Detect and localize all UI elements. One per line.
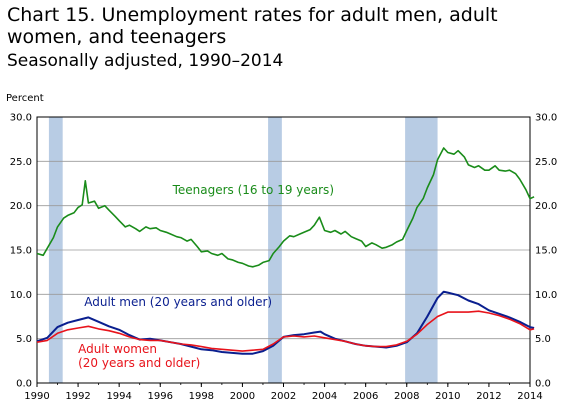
x-tick-label: 2014 xyxy=(517,391,542,402)
x-tick-label: 2004 xyxy=(312,391,337,402)
x-tick-label: 1992 xyxy=(65,391,90,402)
x-tick-label: 2002 xyxy=(271,391,296,402)
y-tick-label-right: 10.0 xyxy=(535,290,557,301)
x-tick-label: 2006 xyxy=(353,391,378,402)
y-tick-label-right: 30.0 xyxy=(535,113,557,124)
y-tick-label: 20.0 xyxy=(10,201,32,212)
x-tick-label: 2008 xyxy=(394,391,419,402)
series-label-2-line2: (20 years and older) xyxy=(78,356,200,370)
y-tick-label: 0.0 xyxy=(16,379,32,390)
y-tick-label-right: 5.0 xyxy=(535,334,551,345)
series-line-1 xyxy=(36,290,535,355)
plot-frame xyxy=(36,116,531,384)
y-tick-label-right: 15.0 xyxy=(535,246,557,257)
y-tick-label: 30.0 xyxy=(10,113,32,124)
y-tick-label: 15.0 xyxy=(10,246,32,257)
series-label-1: Adult men (20 years and older) xyxy=(84,295,272,309)
x-tick-label: 1998 xyxy=(189,391,214,402)
series-line-0 xyxy=(36,147,535,268)
chart-subtitle: Seasonally adjusted, 1990–2014 xyxy=(7,51,284,71)
y-tick-label-right: 25.0 xyxy=(535,157,557,168)
x-tick-label: 2012 xyxy=(476,391,501,402)
x-tick-label: 1994 xyxy=(106,391,131,402)
y-axis-label: Percent xyxy=(6,93,44,104)
y-tick-label: 10.0 xyxy=(10,290,32,301)
series-label-2: Adult women xyxy=(78,342,157,356)
series-line-2 xyxy=(36,310,535,352)
x-tick-label: 2010 xyxy=(435,391,460,402)
y-tick-label: 5.0 xyxy=(16,334,32,345)
y-tick-label-right: 0.0 xyxy=(535,379,551,390)
chart-title: Chart 15. Unemployment rates for adult m… xyxy=(7,4,498,48)
y-tick-label-right: 20.0 xyxy=(535,201,557,212)
series-label-0: Teenagers (16 to 19 years) xyxy=(172,183,334,197)
x-tick-label: 1996 xyxy=(148,391,173,402)
x-tick-label: 1990 xyxy=(24,391,49,402)
y-tick-label: 25.0 xyxy=(10,157,32,168)
x-tick-label: 2000 xyxy=(230,391,255,402)
